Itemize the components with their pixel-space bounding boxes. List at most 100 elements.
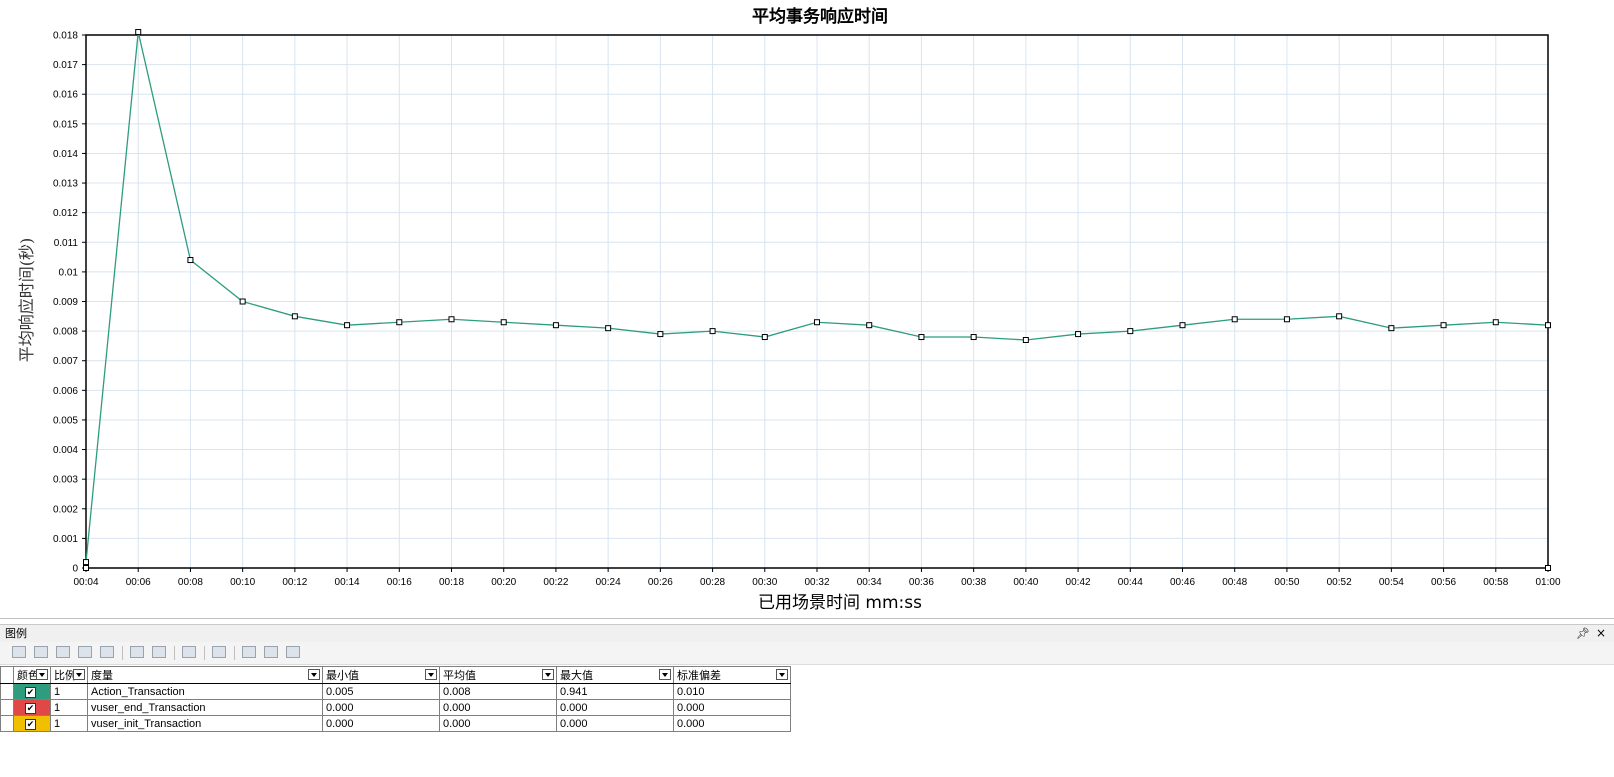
data-point [1388,325,1395,332]
column-header-color[interactable]: 颜色 [13,666,51,684]
std-cell: 0.000 [673,699,791,716]
data-point [918,334,925,341]
x-tick-label: 00:20 [491,577,516,588]
column-header-max[interactable]: 最大值 [556,666,674,684]
column-header-avg[interactable]: 平均值 [439,666,557,684]
columns-icon[interactable] [212,646,226,658]
y-axis-ticks: 0 0.001 0.002 0.003 0.004 0.005 0.006 0.007 0.00… [53,31,86,575]
row-selector[interactable] [0,683,14,700]
x-tick-label: 00:32 [804,577,829,588]
filter-icon[interactable] [100,646,114,658]
close-icon[interactable]: × [1595,626,1606,640]
y-tick-label: 0.004 [53,445,78,456]
y-tick-label: 0.018 [53,31,78,42]
highlight-icon[interactable] [182,646,196,658]
y-tick-label: 0.006 [53,386,78,397]
data-point [1022,336,1029,343]
move-down-icon[interactable] [264,646,278,658]
y-tick-label: 0.011 [54,238,79,249]
data-point [1075,331,1082,338]
toolbar-separator [174,646,175,660]
visibility-checkbox[interactable]: ✔ [25,702,36,714]
x-tick-label: 00:14 [335,577,360,588]
plot-frame [85,34,1549,569]
dropdown-icon[interactable] [542,669,554,680]
data-point [814,319,820,326]
series-color-swatch[interactable]: ✔ [13,715,51,732]
series-color-swatch[interactable]: ✔ [13,683,51,700]
y-axis-label: 平均响应时间(秒) [17,238,36,363]
avg-cell: 0.000 [439,699,557,716]
dropdown-icon[interactable] [425,669,437,680]
legend-panel-header: 图例 📌︎ × [0,624,1614,643]
y-tick-label: 0.015 [53,119,78,130]
data-point [709,328,716,335]
row-selector[interactable] [0,715,14,732]
x-tick-label: 01:00 [1535,577,1560,588]
measure-cell: vuser_init_Transaction [87,715,323,732]
move-up-icon[interactable] [242,646,256,658]
configure-icon[interactable] [130,646,144,658]
row-selector-header[interactable] [0,666,14,684]
data-point [1283,316,1290,323]
measure-cell: vuser_end_Transaction [87,699,323,716]
visibility-checkbox[interactable]: ✔ [25,686,36,698]
column-header-scale[interactable]: 比例 [50,666,88,684]
series-color-swatch[interactable]: ✔ [13,699,51,716]
link-icon[interactable] [78,646,92,658]
x-tick-label: 00:06 [126,577,151,588]
dropdown-icon[interactable] [776,669,788,680]
dropdown-icon[interactable] [308,669,320,680]
legend-row[interactable]: ✔ 1 vuser_end_Transaction 0.000 0.000 0.… [0,699,791,716]
data-point [396,319,403,326]
data-point [1545,322,1551,329]
data-point [135,29,142,36]
row-selector[interactable] [0,699,14,716]
export-icon[interactable] [152,646,166,658]
data-point [1231,316,1238,323]
toolbar-separator [234,646,235,660]
data-point [552,322,559,329]
visibility-checkbox[interactable]: ✔ [25,718,36,730]
dropdown-icon[interactable] [36,669,48,680]
legend-row[interactable]: ✔ 1 vuser_init_Transaction 0.000 0.000 0… [0,715,791,732]
data-point [866,322,873,329]
min-cell: 0.000 [322,715,440,732]
line-chart: 平均事务响应时间 0 0.001 0.002 0.003 0.004 0.005 0.006… [17,6,1561,613]
x-tick-label: 00:18 [439,577,464,588]
x-tick-label: 00:16 [387,577,412,588]
show-selected-icon[interactable] [56,646,70,658]
legend-row[interactable]: ✔ 1 Action_Transaction 0.005 0.008 0.941… [0,683,791,700]
x-tick-label: 00:42 [1066,577,1091,588]
y-tick-label: 0.008 [53,327,78,338]
x-tick-label: 00:54 [1379,577,1404,588]
column-header-min[interactable]: 最小值 [322,666,440,684]
x-tick-label: 00:12 [282,577,307,588]
column-header-measure[interactable]: 度量 [87,666,323,684]
x-tick-label: 00:46 [1170,577,1195,588]
data-point [1545,565,1551,571]
data-point [187,257,194,264]
data-point [1179,322,1186,329]
y-tick-label: 0 [72,564,78,575]
show-all-icon[interactable] [12,646,26,658]
dropdown-icon[interactable] [73,669,85,680]
data-point [761,334,768,341]
max-cell: 0.000 [556,699,674,716]
pin-icon[interactable]: 📌︎ [1576,627,1590,640]
data-point [83,559,89,566]
column-header-std[interactable]: 标准偏差 [673,666,791,684]
data-point [1127,328,1134,335]
save-icon[interactable] [286,646,300,658]
x-axis-label: 已用场景时间 mm:ss [758,593,922,613]
data-point [448,316,455,323]
data-point [970,334,977,341]
hide-all-icon[interactable] [34,646,48,658]
y-tick-label: 0.016 [53,90,78,101]
dropdown-icon[interactable] [659,669,671,680]
x-tick-label: 00:24 [596,577,621,588]
x-tick-label: 00:08 [178,577,203,588]
legend-table: 颜色 比例 度量 最小值 平均值 最大值 标准偏差 ✔ 1 Action_Tra… [0,666,791,732]
scale-cell: 1 [50,683,88,700]
x-tick-label: 00:44 [1118,577,1143,588]
